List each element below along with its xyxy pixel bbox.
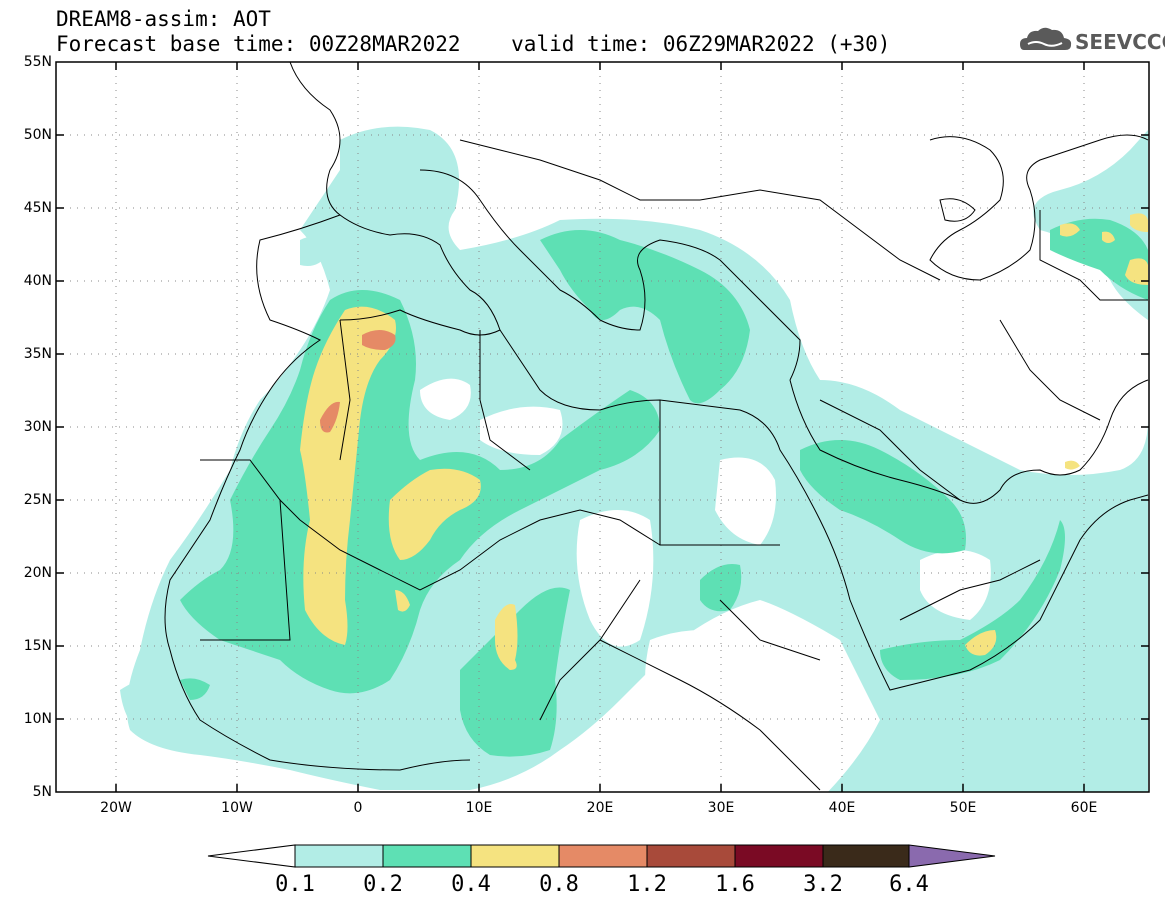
lat-label-15n: 15N — [23, 638, 52, 654]
lon-label-50e: 50E — [949, 800, 977, 816]
axis-ticks — [56, 62, 1149, 792]
colorbar-label-1-6: 1.6 — [715, 872, 755, 897]
colorbar-box-4 — [558, 844, 648, 868]
lon-label-10e: 10E — [465, 800, 493, 816]
lat-label-25n: 25N — [23, 492, 52, 508]
lat-label-35n: 35N — [23, 346, 52, 362]
lon-label-20e: 20E — [586, 800, 614, 816]
aot-level-0-4 — [300, 213, 1148, 670]
coastlines — [164, 62, 1149, 791]
lon-label-10w: 10W — [221, 800, 253, 816]
lat-label-40n: 40N — [23, 273, 52, 289]
colorbar-label-0-2: 0.2 — [363, 872, 403, 897]
colorbar-box-1 — [294, 844, 384, 868]
lon-label-20w: 20W — [100, 800, 132, 816]
lat-label-20n: 20N — [23, 565, 52, 581]
colorbar-label-3-2: 3.2 — [803, 872, 843, 897]
lon-label-60e: 60E — [1070, 800, 1098, 816]
borders — [200, 139, 1148, 721]
colorbar — [207, 844, 996, 868]
base-time: Forecast base time: 00Z28MAR2022 — [56, 32, 461, 56]
colorbar-box-5 — [646, 844, 736, 868]
lat-label-5n: 5N — [32, 784, 52, 800]
map-title: DREAM8-assim: AOT — [56, 7, 271, 31]
lat-label-45n: 45N — [23, 200, 52, 216]
colorbar-low-arrow — [207, 844, 296, 868]
lon-label-30e: 30E — [707, 800, 735, 816]
colorbar-box-6 — [734, 844, 824, 868]
graticule — [56, 62, 1149, 792]
valid-time: valid time: 06Z29MAR2022 (+30) — [511, 32, 891, 56]
logo-text: SEEVCCC — [1075, 30, 1165, 54]
colorbar-box-2 — [382, 844, 472, 868]
forecast-times: Forecast base time: 00Z28MAR2022 valid t… — [56, 33, 890, 55]
lat-label-30n: 30N — [23, 419, 52, 435]
colorbar-high-arrow — [908, 844, 996, 868]
colorbar-label-1-2: 1.2 — [627, 872, 667, 897]
colorbar-label-6-4: 6.4 — [889, 872, 929, 897]
aot-holes — [420, 378, 991, 790]
colorbar-box-3 — [470, 844, 560, 868]
colorbar-label-0-8: 0.8 — [539, 872, 579, 897]
lon-label-0: 0 — [353, 800, 363, 816]
cloud-logo-icon — [1020, 27, 1072, 50]
lon-label-40e: 40E — [828, 800, 856, 816]
colorbar-label-0-4: 0.4 — [451, 872, 491, 897]
aot-level-0-8 — [320, 330, 396, 433]
lat-label-50n: 50N — [23, 127, 52, 143]
lat-label-55n: 55N — [23, 54, 52, 70]
colorbar-box-7 — [822, 844, 910, 868]
lat-label-10n: 10N — [23, 711, 52, 727]
colorbar-label-0-1: 0.1 — [275, 872, 315, 897]
